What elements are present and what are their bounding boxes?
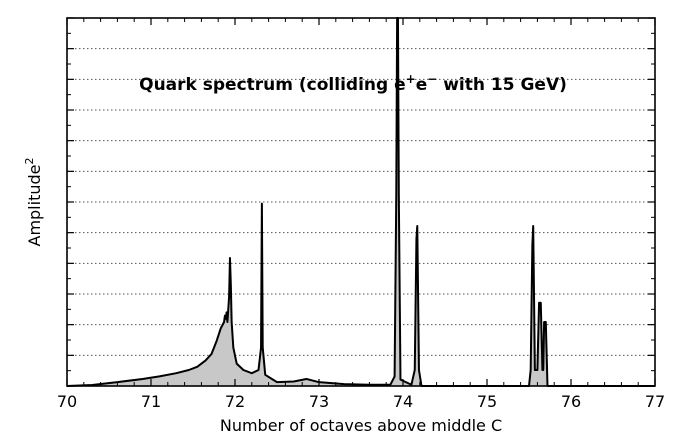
title-sup-minus: − xyxy=(427,72,437,86)
x-tick-label: 73 xyxy=(309,392,329,411)
x-tick-label: 77 xyxy=(645,392,665,411)
y-axis-label: Amplitude2 xyxy=(23,158,44,247)
x-tick-label: 75 xyxy=(477,392,497,411)
x-tick-label: 71 xyxy=(141,392,161,411)
chart-title: Quark spectrum (colliding e+e− with 15 G… xyxy=(139,72,567,95)
x-tick-label: 72 xyxy=(225,392,245,411)
x-axis-label: Number of octaves above middle C xyxy=(220,416,502,435)
spectrum-line xyxy=(66,17,655,387)
title-text-2: e xyxy=(416,75,428,95)
x-tick-label: 74 xyxy=(393,392,413,411)
title-text-1: Quark spectrum (colliding e xyxy=(139,75,406,95)
plot-background xyxy=(67,18,655,386)
y-axis-label-sup: 2 xyxy=(23,158,36,165)
axis-ticks xyxy=(66,17,656,387)
title-sup-plus: + xyxy=(406,72,416,86)
y-axis-label-base: Amplitude xyxy=(25,165,44,247)
x-tick-labels: 70 71 72 73 74 75 76 77 xyxy=(57,392,665,411)
title-text-3: with 15 GeV) xyxy=(437,75,567,95)
x-tick-label: 76 xyxy=(561,392,581,411)
x-tick-label: 70 xyxy=(57,392,77,411)
